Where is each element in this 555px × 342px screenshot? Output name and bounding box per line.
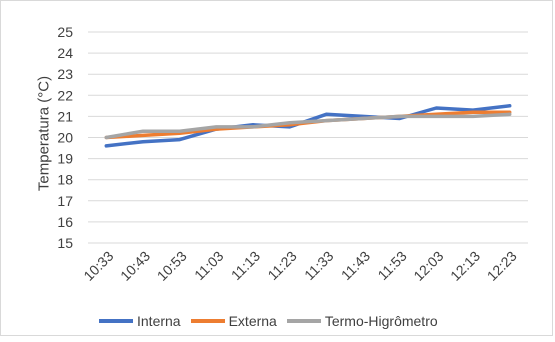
x-tick-label: 12:13 <box>447 248 483 284</box>
legend-item: Interna <box>99 313 181 329</box>
legend-swatch <box>99 319 133 323</box>
legend-swatch <box>190 319 225 323</box>
legend-label: Termo-Higrômetro <box>324 313 438 329</box>
x-tick-label: 10:53 <box>154 248 190 284</box>
legend-item: Externa <box>190 313 277 329</box>
y-tick-label: 16 <box>57 214 73 230</box>
chart-frame: 15 16 17 18 19 20 21 22 23 24 25 10:33 10:43 10:53 11:… <box>0 0 553 336</box>
y-tick-label: 24 <box>57 45 73 61</box>
legend: Interna Externa Termo-Higrômetro <box>99 313 448 329</box>
x-tick-label: 11:33 <box>301 248 337 284</box>
x-tick-label: 11:13 <box>228 248 264 284</box>
x-tick-label: 12:23 <box>484 248 520 284</box>
x-tick-label: 11:43 <box>338 248 374 284</box>
y-tick-label: 18 <box>57 172 73 188</box>
y-tick-label: 25 <box>57 24 73 40</box>
y-tick-label: 15 <box>57 235 73 251</box>
y-tick-label: 23 <box>57 66 73 82</box>
series-line-termo-higr-metro <box>104 112 512 140</box>
y-tick-label: 22 <box>57 87 73 103</box>
x-tick-label: 11:53 <box>374 248 410 284</box>
y-tick-label: 21 <box>57 108 73 124</box>
legend-label: Interna <box>137 313 181 329</box>
x-tick-label: 10:43 <box>117 248 153 284</box>
y-tick-label: 19 <box>57 151 73 167</box>
legend-swatch <box>286 319 321 323</box>
y-tick-label: 17 <box>57 193 73 209</box>
legend-item: Termo-Higrômetro <box>286 313 438 329</box>
x-tick-label: 11:03 <box>191 248 227 284</box>
x-tick-label: 12:03 <box>410 248 446 284</box>
x-tick-label: 11:23 <box>264 248 300 284</box>
legend-label: Externa <box>228 313 277 329</box>
y-tick-label: 20 <box>57 130 73 146</box>
y-axis-label: Temperatura (°C) <box>35 75 53 192</box>
x-tick-label: 10:33 <box>80 248 116 284</box>
